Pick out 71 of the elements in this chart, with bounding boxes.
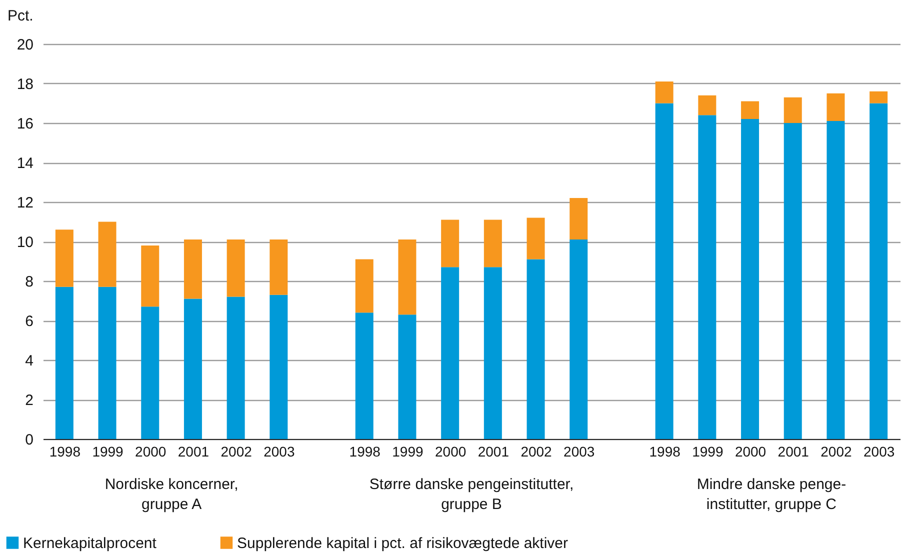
bar xyxy=(870,103,888,439)
bar xyxy=(484,220,502,268)
bar xyxy=(55,286,74,439)
x-tick-label: 1999 xyxy=(92,444,124,460)
y-tick-label: 6 xyxy=(25,313,34,330)
bar xyxy=(98,222,116,287)
x-tick-label: 2000 xyxy=(434,444,466,460)
bar xyxy=(398,240,416,315)
bar xyxy=(655,82,674,104)
bar xyxy=(698,95,716,116)
bar xyxy=(826,93,845,122)
y-tick-label: 4 xyxy=(25,352,34,370)
bar xyxy=(141,245,160,307)
bar xyxy=(98,286,116,439)
y-tick-label: 8 xyxy=(25,274,34,290)
bar xyxy=(55,230,74,287)
y-tick-label: 12 xyxy=(16,194,34,212)
bar xyxy=(526,259,545,439)
x-tick-label: 2001 xyxy=(178,444,210,460)
x-tick-label: 1999 xyxy=(392,444,424,460)
x-tick-label: 2001 xyxy=(778,444,810,460)
y-tick-label: 16 xyxy=(16,116,34,132)
x-tick-label: 2000 xyxy=(734,444,766,460)
bar xyxy=(441,220,460,268)
bar xyxy=(270,240,288,295)
bar xyxy=(570,198,588,240)
bar xyxy=(226,296,245,439)
x-tick-label: 2002 xyxy=(820,444,852,460)
x-tick-label: 1998 xyxy=(349,444,381,460)
bar xyxy=(184,298,202,439)
x-tick-label: 2002 xyxy=(220,444,252,460)
x-tick-label: 1998 xyxy=(649,444,681,460)
bar xyxy=(655,103,674,439)
x-tick-label: 2003 xyxy=(564,444,595,460)
x-tick-label: 2002 xyxy=(520,444,552,460)
bar xyxy=(398,314,416,439)
bar xyxy=(784,123,802,439)
bar xyxy=(784,97,802,123)
bar xyxy=(870,91,888,104)
y-tick-label: 0 xyxy=(25,432,34,448)
y-tick-label: 20 xyxy=(16,36,34,54)
bar xyxy=(184,240,202,299)
legend-label: Supplerende kapital i pct. af risikovægtede aktiver xyxy=(237,534,568,552)
x-tick-label: 2003 xyxy=(264,444,295,460)
bar xyxy=(141,306,160,439)
bar xyxy=(698,115,716,439)
x-tick-label: 1998 xyxy=(49,444,81,460)
text: Større danske pengeinstitutter, gruppe B xyxy=(369,476,574,513)
bar xyxy=(484,267,502,439)
bar xyxy=(355,259,374,313)
bar xyxy=(741,101,760,120)
x-tick-label: 2000 xyxy=(135,444,166,460)
legend-label: Kernekapitalprocent xyxy=(23,534,158,552)
x-tick-label: 2003 xyxy=(863,444,895,460)
x-tick-label: 1999 xyxy=(692,444,724,460)
y-tick-label: 2 xyxy=(25,392,34,409)
bar xyxy=(741,119,760,439)
y-tick-label: 10 xyxy=(16,234,34,251)
y-axis-title: Pct. xyxy=(8,8,34,24)
bar xyxy=(270,294,288,439)
bar xyxy=(826,121,845,439)
text: Nordiske koncerner, gruppe A xyxy=(104,476,238,513)
text: Mindre danske penge- institutter, gruppe C xyxy=(696,476,846,513)
bar xyxy=(355,312,374,439)
x-tick-label: 2001 xyxy=(478,444,510,460)
bar xyxy=(226,240,245,297)
bar xyxy=(441,267,460,439)
y-tick-label: 18 xyxy=(16,76,34,93)
y-tick-label: 14 xyxy=(16,155,34,172)
bar xyxy=(570,240,588,439)
bar xyxy=(526,218,545,260)
